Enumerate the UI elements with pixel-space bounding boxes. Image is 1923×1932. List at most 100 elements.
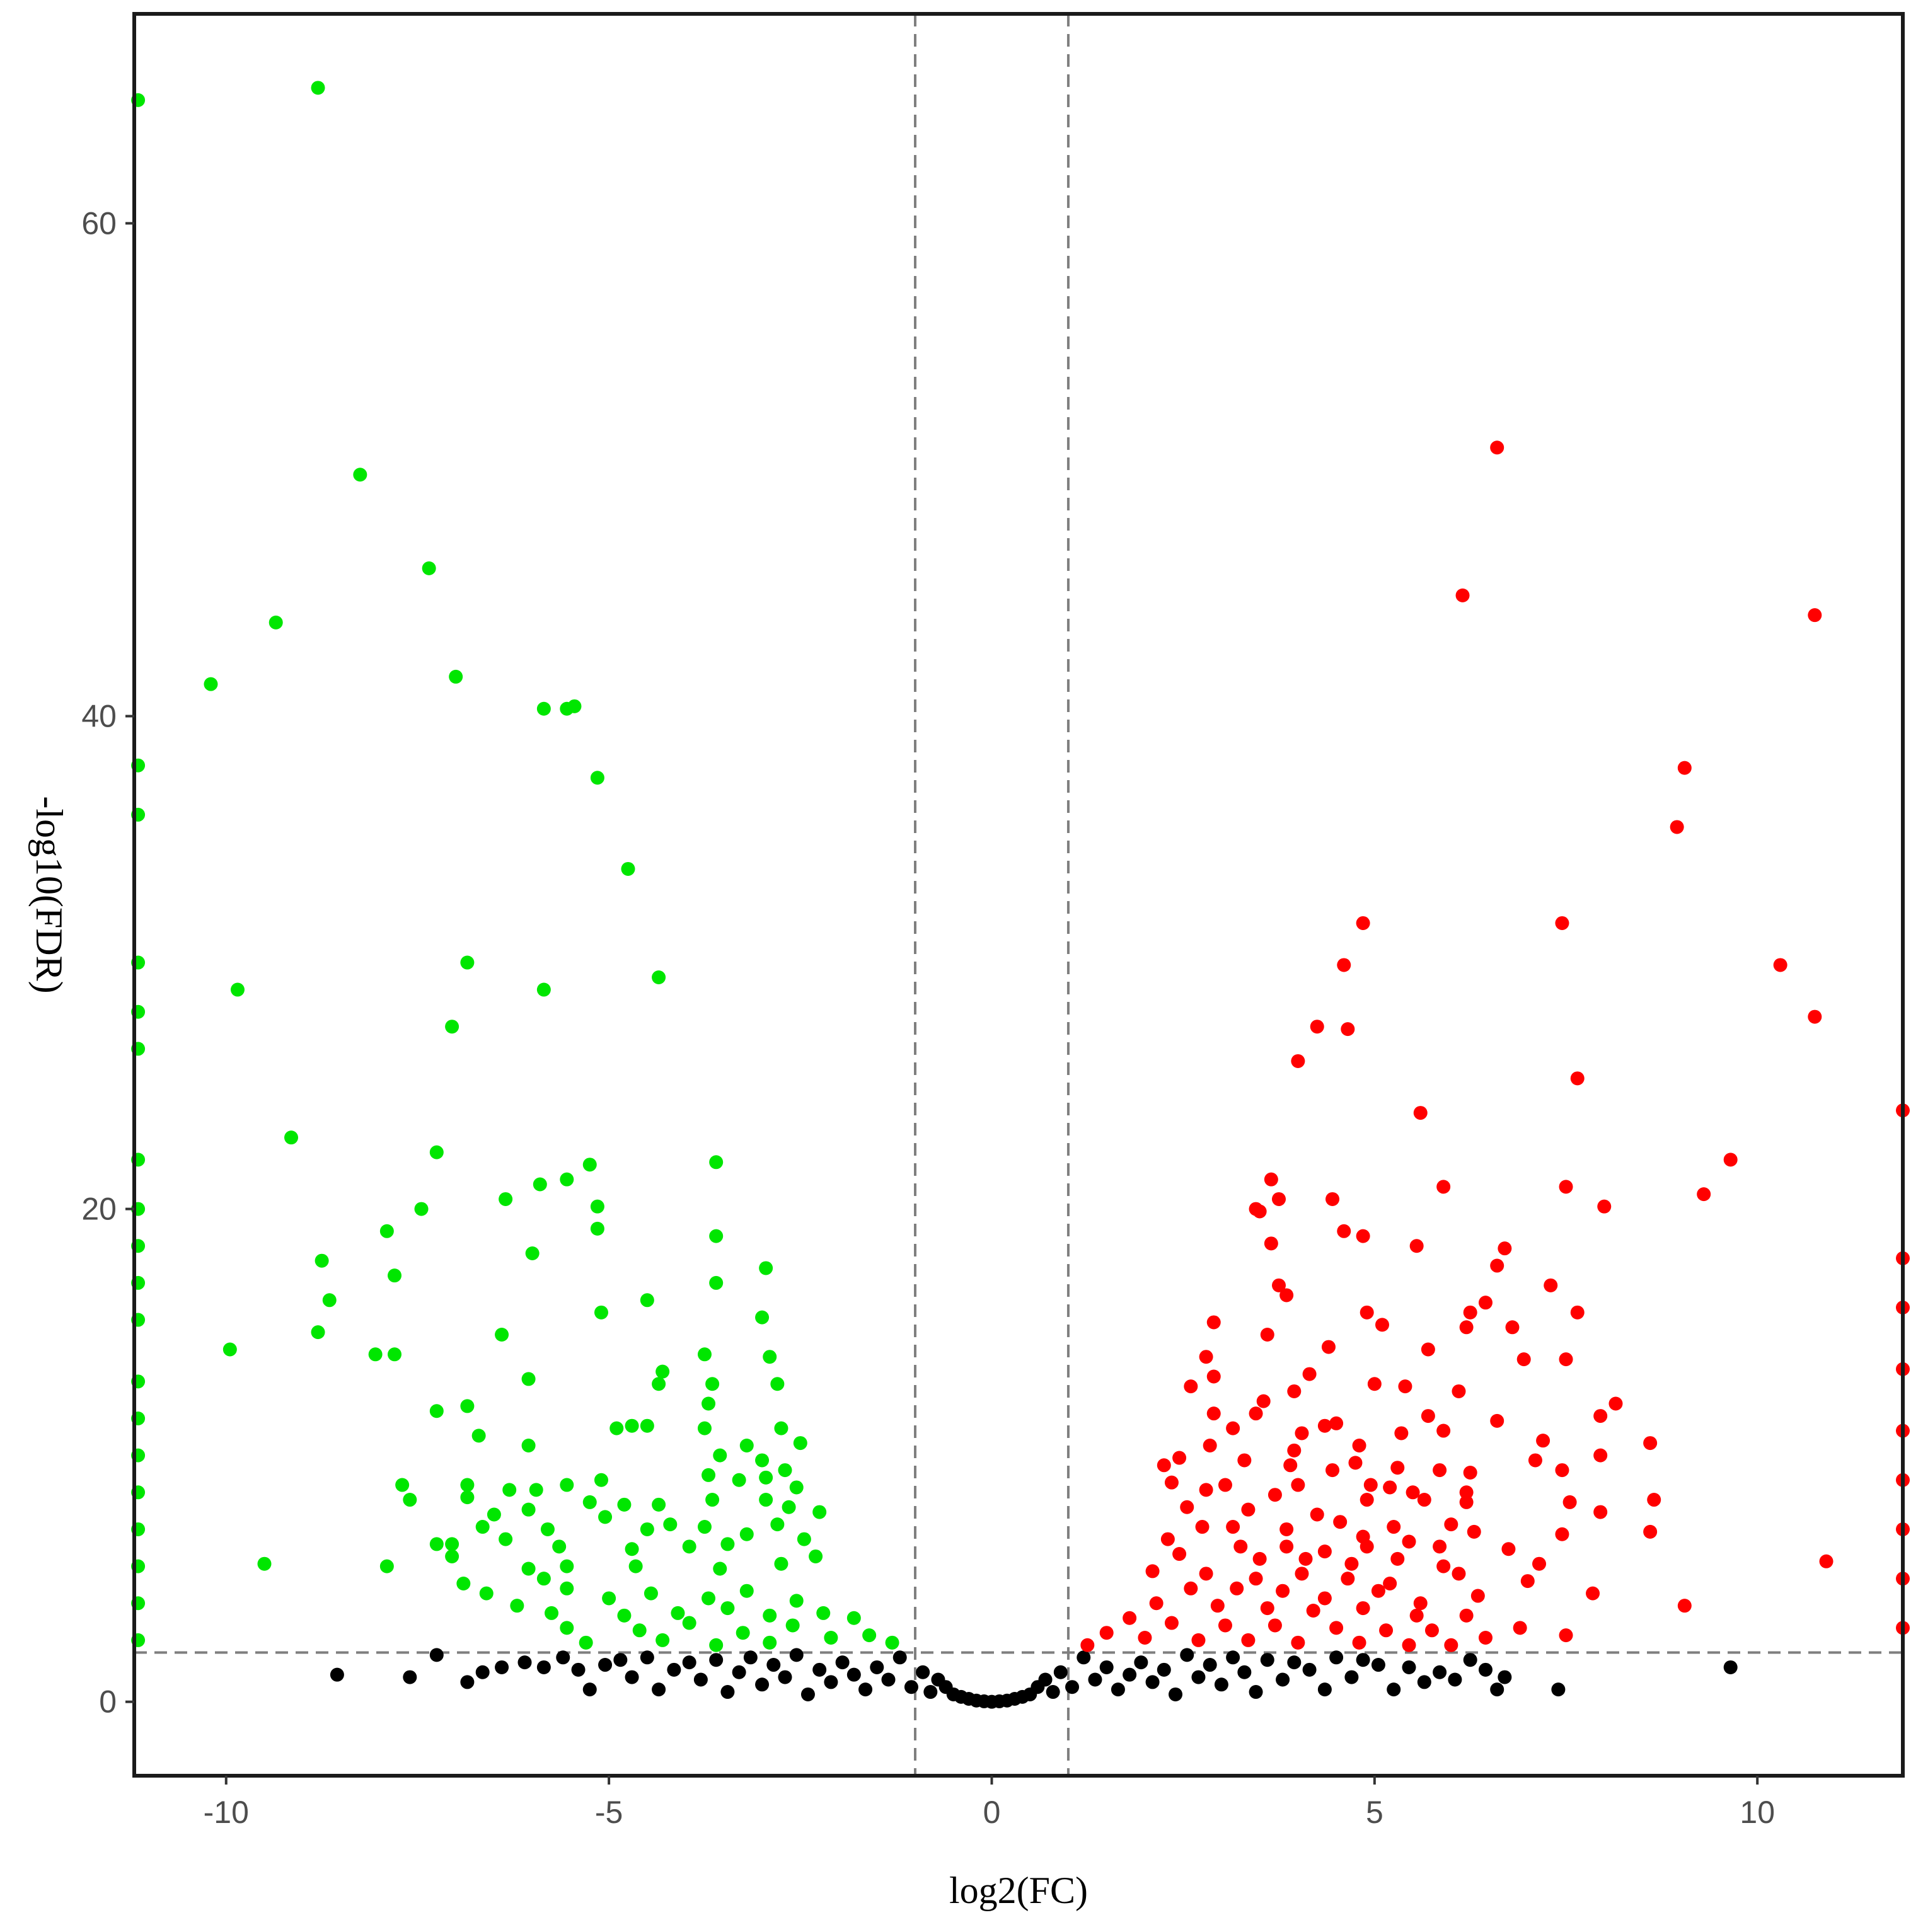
down-point [862,1628,877,1643]
up-point [1306,1603,1320,1618]
up-point [1490,1258,1504,1273]
y-tick-label: 60 [81,205,117,241]
up-point [1348,1456,1363,1470]
up-point [1597,1199,1612,1214]
down-point [388,1268,402,1283]
down-point [652,970,666,985]
up-point [1677,1599,1692,1613]
down-point [560,1172,574,1187]
up-point [1402,1638,1416,1652]
down-point [540,1522,555,1536]
not_significant-point [1237,1665,1252,1679]
down-point [395,1478,410,1492]
not_significant-point [1077,1650,1091,1665]
up-point [1123,1611,1137,1625]
down-point [709,1275,724,1290]
up-point [1516,1352,1531,1367]
up-point [1233,1539,1248,1554]
up-point [1808,1009,1822,1024]
not_significant-point [1191,1670,1206,1684]
down-point [816,1606,831,1620]
up-point [1559,1352,1573,1367]
down-point [770,1377,785,1391]
down-point [594,1473,608,1487]
not_significant-point [1145,1675,1160,1689]
up-point [1562,1495,1577,1509]
up-point [1291,1054,1305,1068]
down-point [797,1532,811,1546]
down-point [598,1510,613,1524]
not_significant-point [755,1677,770,1692]
down-point [536,1572,551,1586]
down-point [663,1517,678,1532]
down-point [422,561,436,575]
down-point [763,1350,777,1364]
up-point [1291,1635,1305,1650]
down-point [502,1483,517,1497]
down-point [445,1537,459,1551]
down-point [590,771,604,785]
not_significant-point [824,1675,838,1689]
up-point [1164,1616,1179,1630]
down-point [759,1470,773,1485]
up-point [1356,916,1370,930]
down-point [720,1537,735,1551]
not_significant-point [766,1658,781,1672]
up-point [1367,1377,1382,1391]
threshold-lines [134,14,1903,1776]
down-point [525,1246,540,1260]
not_significant-point [916,1665,930,1679]
not_significant-point [475,1665,490,1679]
not_significant-point [667,1662,681,1677]
down-point [579,1635,593,1650]
not_significant-point [429,1648,444,1662]
up-point [1559,1180,1573,1194]
up-point [1210,1599,1225,1613]
not_significant-point [1111,1682,1125,1697]
down-point [567,699,582,713]
up-point [1478,1631,1493,1645]
down-point [222,1342,237,1357]
down-point [388,1347,402,1362]
up-point [1398,1379,1412,1394]
up-point [1325,1192,1340,1206]
not_significant-point [709,1653,724,1667]
not_significant-point [1226,1650,1240,1665]
not_significant-point [1065,1680,1080,1694]
up-point [1218,1618,1232,1633]
down-point [697,1520,712,1534]
up-point [1344,1556,1359,1571]
down-point [521,1561,536,1576]
not_significant-point [892,1650,907,1665]
up-point [1164,1475,1179,1490]
x-tick-label: 10 [1740,1795,1775,1830]
up-point [1570,1071,1585,1086]
not_significant-point [732,1665,746,1679]
up-point [1819,1554,1833,1568]
down-point [460,1490,475,1505]
down-point [379,1224,394,1238]
up-point [1252,1551,1267,1566]
not_significant-point [743,1650,758,1665]
up-point [1421,1409,1435,1423]
down-point [495,1328,509,1342]
up-point [1287,1443,1302,1458]
not_significant-point [1490,1682,1504,1697]
down-point [617,1497,632,1512]
down-point [770,1517,785,1532]
down-point [429,1404,444,1418]
up-point [1459,1608,1474,1623]
not_significant-point [1287,1655,1302,1670]
not_significant-point [846,1667,861,1682]
down-point [789,1594,804,1608]
x-axis-ticks: -10 -5 0 5 10 [204,1776,1775,1830]
down-point [460,1478,475,1492]
up-point [1356,1229,1370,1243]
not_significant-point [1169,1687,1183,1701]
up-point [1230,1581,1244,1596]
up-point [1149,1596,1164,1611]
up-point [1264,1236,1278,1251]
down-point [625,1418,639,1433]
not_significant-point [1317,1682,1332,1697]
